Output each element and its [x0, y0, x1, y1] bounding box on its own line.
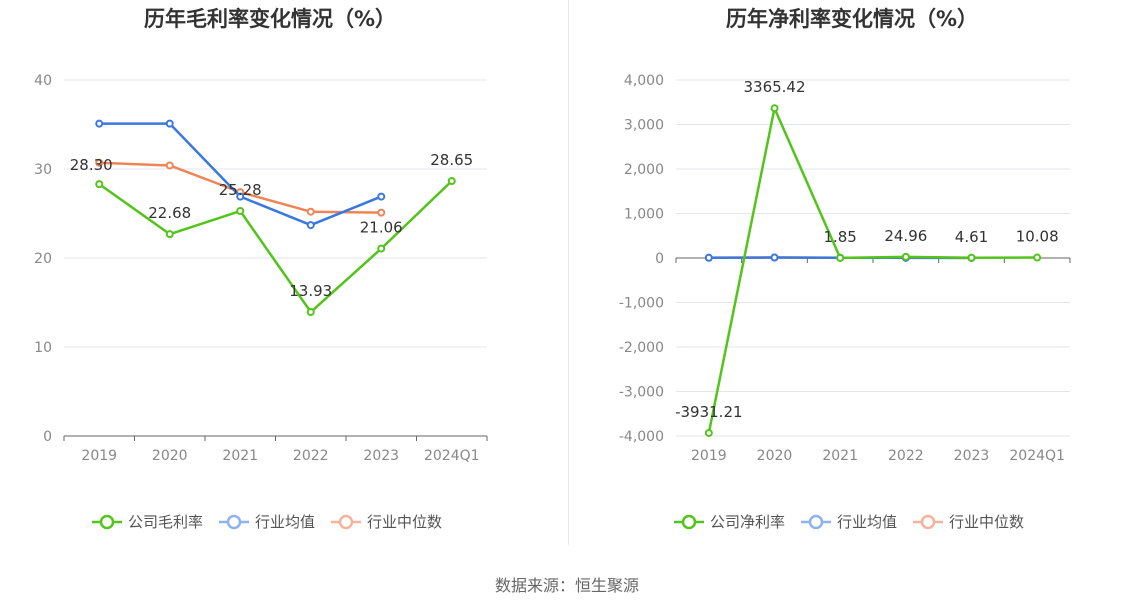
data-point-company[interactable]	[1033, 253, 1042, 262]
x-tick-label: 2024Q1	[1009, 448, 1065, 464]
data-point-company[interactable]	[236, 207, 245, 216]
legend-label-industry_avg: 行业均值	[837, 513, 897, 531]
data-label: -3931.21	[675, 403, 742, 421]
x-tick-label: 2022	[888, 448, 924, 464]
data-point-industry_median[interactable]	[377, 208, 386, 217]
x-tick-label: 2023	[954, 448, 990, 464]
data-label: 21.06	[360, 219, 403, 237]
data-point-industry_median[interactable]	[306, 207, 315, 216]
data-point-company[interactable]	[95, 180, 104, 189]
data-point-company[interactable]	[770, 104, 779, 113]
data-label: 28.30	[70, 156, 113, 174]
data-label: 25.28	[219, 181, 262, 199]
y-tick-label: 10	[34, 340, 52, 356]
data-point-industry_avg[interactable]	[165, 119, 174, 128]
legend-label-company: 公司毛利率	[128, 513, 203, 531]
data-point-industry_avg[interactable]	[377, 192, 386, 201]
data-point-industry_avg[interactable]	[236, 192, 245, 201]
data-point-company[interactable]	[447, 177, 456, 186]
legend-marker-industry_median[interactable]	[920, 514, 936, 530]
legend-label-industry_median: 行业中位数	[949, 513, 1024, 531]
legend-label-company: 公司净利率	[710, 513, 785, 531]
y-tick-label: -2,000	[619, 340, 664, 356]
y-tick-label: -1,000	[619, 296, 664, 312]
y-tick-label: 3,000	[624, 118, 664, 134]
y-tick-label: 0	[43, 429, 52, 445]
data-label: 24.96	[884, 227, 927, 245]
chart-divider	[568, 0, 569, 545]
x-tick-label: 2019	[81, 448, 117, 464]
data-point-company[interactable]	[901, 252, 910, 261]
data-label: 10.08	[1016, 228, 1059, 246]
x-tick-label: 2021	[222, 448, 258, 464]
x-tick-label: 2020	[757, 448, 793, 464]
y-tick-label: 1,000	[624, 207, 664, 223]
data-label: 13.93	[289, 282, 332, 300]
y-tick-label: -4,000	[619, 429, 664, 445]
data-point-company[interactable]	[967, 253, 976, 262]
data-point-industry_median[interactable]	[95, 158, 104, 167]
y-tick-label: 2,000	[624, 162, 664, 178]
y-tick-label: 30	[34, 162, 52, 178]
legend-label-industry_median: 行业中位数	[367, 513, 442, 531]
y-tick-label: -3,000	[619, 385, 664, 401]
data-point-company[interactable]	[836, 253, 845, 262]
legend-marker-company[interactable]	[99, 514, 115, 530]
x-tick-label: 2020	[152, 448, 188, 464]
data-label: 28.65	[430, 151, 473, 169]
y-tick-label: 4,000	[624, 73, 664, 89]
data-point-industry_avg[interactable]	[704, 253, 713, 262]
y-tick-label: 40	[34, 73, 52, 89]
data-label: 3365.42	[743, 78, 805, 96]
data-point-industry_avg[interactable]	[95, 119, 104, 128]
chart-title: 历年净利率变化情况（%）	[726, 7, 978, 31]
x-tick-label: 2024Q1	[424, 448, 480, 464]
data-point-company[interactable]	[306, 308, 315, 317]
data-point-industry_avg[interactable]	[306, 221, 315, 230]
y-tick-label: 20	[34, 251, 52, 267]
data-point-industry_avg[interactable]	[770, 253, 779, 262]
data-source-label: 数据来源：恒生聚源	[494, 576, 639, 595]
x-tick-label: 2022	[293, 448, 329, 464]
series-line-company	[98, 180, 453, 314]
legend-marker-industry_median[interactable]	[338, 514, 354, 530]
legend-marker-company[interactable]	[681, 514, 697, 530]
x-tick-label: 2019	[691, 448, 727, 464]
legend-label-industry_avg: 行业均值	[255, 513, 315, 531]
y-tick-label: 0	[655, 251, 664, 267]
legend-marker-industry_avg[interactable]	[226, 514, 242, 530]
data-label: 4.61	[955, 228, 988, 246]
series-line-company	[707, 106, 1038, 434]
legend-marker-industry_avg[interactable]	[808, 514, 824, 530]
data-label: 22.68	[148, 204, 191, 222]
chart-title: 历年毛利率变化情况（%）	[144, 7, 396, 31]
data-point-industry_median[interactable]	[165, 161, 174, 170]
data-label: 1.85	[823, 228, 856, 246]
x-tick-label: 2023	[363, 448, 399, 464]
x-tick-label: 2021	[822, 448, 858, 464]
data-point-company[interactable]	[165, 230, 174, 239]
data-point-company[interactable]	[377, 244, 386, 253]
data-point-company[interactable]	[704, 428, 713, 437]
